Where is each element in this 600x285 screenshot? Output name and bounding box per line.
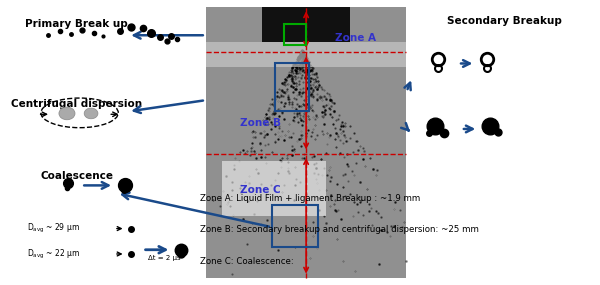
Bar bbox=[206, 7, 406, 278]
Text: D$_{\mathregular{avg}}$ ~ 29 μm: D$_{\mathregular{avg}}$ ~ 29 μm bbox=[27, 222, 80, 235]
Text: Zone B: Secondary breakup and centrifugal dispersion: ~25 mm: Zone B: Secondary breakup and centrifuga… bbox=[200, 225, 479, 235]
Ellipse shape bbox=[84, 108, 98, 119]
Text: Δt = 2 μs: Δt = 2 μs bbox=[148, 255, 181, 261]
Bar bbox=[206, 42, 406, 67]
Text: Secondary Breakup: Secondary Breakup bbox=[446, 16, 562, 26]
Bar bbox=[275, 64, 309, 111]
Text: Zone C: Coalescence:: Zone C: Coalescence: bbox=[200, 256, 294, 266]
Bar bbox=[222, 162, 326, 216]
Text: Centrifugal dispersion: Centrifugal dispersion bbox=[11, 99, 142, 109]
Text: Zone A: Liquid Film + ligament Breakup : ~1.9 mm: Zone A: Liquid Film + ligament Breakup :… bbox=[200, 194, 420, 203]
Bar bbox=[272, 205, 317, 247]
Ellipse shape bbox=[59, 107, 75, 120]
Text: D$_{\mathregular{avg}}$ ~ 22 μm: D$_{\mathregular{avg}}$ ~ 22 μm bbox=[27, 247, 80, 260]
Text: Primary Break up: Primary Break up bbox=[25, 19, 128, 29]
Bar bbox=[284, 24, 306, 45]
Text: Zone C: Zone C bbox=[240, 186, 281, 196]
Text: Coalescence: Coalescence bbox=[40, 171, 113, 181]
Text: Zone A: Zone A bbox=[335, 33, 376, 43]
Bar bbox=[262, 7, 350, 42]
Text: Zone B: Zone B bbox=[240, 118, 281, 128]
